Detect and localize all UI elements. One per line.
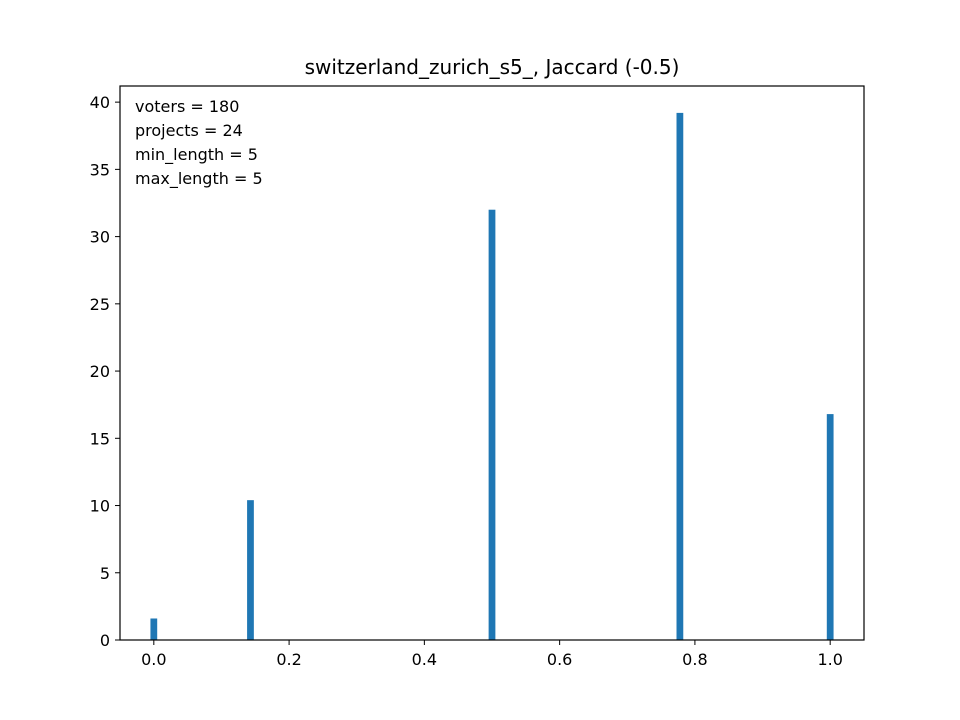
bar-2	[488, 209, 496, 640]
x-axis: 0.0 0.2 0.4 0.6 0.8 1.0	[141, 640, 843, 669]
annotation-box: voters = 180 projects = 24 min_length = …	[135, 97, 263, 189]
annotation-voters: voters = 180	[135, 97, 239, 116]
x-tick-label: 0.6	[547, 650, 572, 669]
y-tick-label: 10	[90, 497, 110, 516]
y-tick-label: 25	[90, 295, 110, 314]
y-axis: 0 5 10 15 20 25 30 35 40	[90, 93, 120, 650]
y-tick-label: 5	[100, 564, 110, 583]
x-tick-label: 0.8	[682, 650, 707, 669]
annotation-max-length: max_length = 5	[135, 169, 263, 189]
x-tick-label: 0.0	[141, 650, 166, 669]
bar-0	[150, 618, 158, 640]
x-tick-label: 0.4	[412, 650, 437, 669]
plot-frame	[119, 85, 865, 641]
y-tick-label: 15	[90, 429, 110, 448]
y-tick-label: 35	[90, 160, 110, 179]
y-tick-label: 20	[90, 362, 110, 381]
annotation-min-length: min_length = 5	[135, 145, 258, 165]
y-tick-label: 40	[90, 93, 110, 112]
bar-1	[247, 500, 254, 640]
bars-group	[150, 112, 834, 640]
x-tick-label: 1.0	[817, 650, 842, 669]
y-tick-label: 30	[90, 228, 110, 247]
annotation-projects: projects = 24	[135, 121, 243, 140]
bar-3	[676, 112, 684, 640]
y-tick-label: 0	[100, 631, 110, 650]
bar-4	[826, 414, 834, 640]
x-tick-label: 0.2	[276, 650, 301, 669]
chart-title: switzerland_zurich_s5_, Jaccard (-0.5)	[305, 55, 680, 79]
